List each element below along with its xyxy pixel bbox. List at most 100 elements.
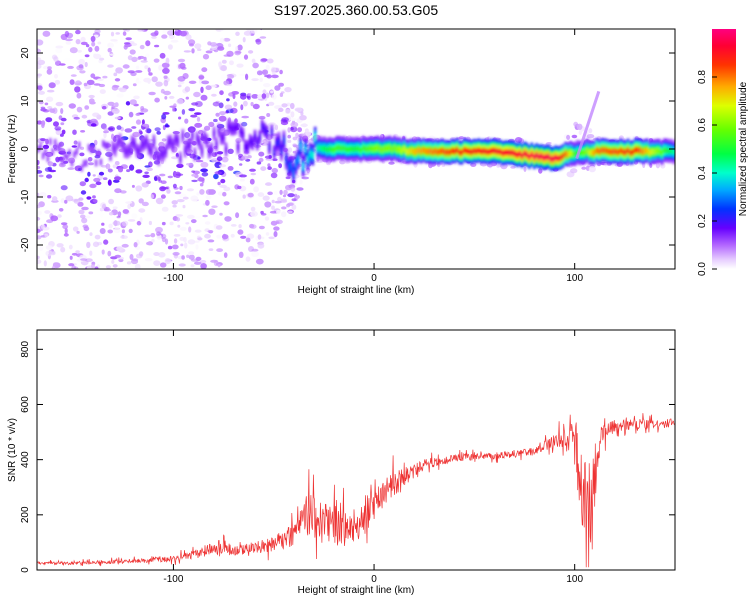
spectrogram-speckle-blob (102, 203, 106, 210)
spectrogram-speckle-blob (229, 60, 234, 66)
spectrogram-speckle-blob (101, 105, 107, 110)
spectrogram-speckle-blob (87, 171, 91, 177)
snr-background (37, 330, 675, 570)
spectrogram-speckle-blob (76, 106, 83, 113)
spectrogram-speckle-blob (194, 122, 203, 128)
spectrogram-speckle-blob (187, 239, 196, 245)
x-tick-label: -100 (163, 574, 183, 585)
spectrogram-speckle-blob (41, 120, 46, 126)
spectrogram-speckle-blob (290, 126, 294, 131)
spectrogram-speckle-blob (194, 112, 202, 115)
spectrogram-speckle-blob (201, 177, 205, 184)
spectrogram-speckle-blob (48, 82, 56, 89)
spectrogram-speckle-blob (103, 127, 109, 131)
spectrogram-speckle-blob (151, 238, 155, 243)
spectrogram-ridge-segment (530, 151, 534, 158)
spectrogram-speckle-blob (294, 108, 302, 111)
spectrogram-ridge-segment (342, 145, 346, 151)
colorbar-label: Normalized spectral amplitude (738, 81, 749, 216)
spectrogram-speckle-blob (251, 14, 256, 17)
spectrogram-speckle-blob (65, 38, 73, 42)
spectrogram-speckle-blob (216, 151, 224, 155)
spectrogram-ridge-segment (646, 147, 649, 154)
spectrogram-speckle-blob (107, 47, 112, 53)
colorbar-tick-label: 0.6 (697, 118, 708, 132)
spectrogram-ridge-segment (325, 147, 329, 153)
spectrogram-speckle-blob (566, 134, 571, 140)
spectrogram-speckle-blob (183, 236, 187, 243)
spectrogram-ridge-segment (431, 149, 435, 155)
spectrogram-speckle-blob (58, 63, 66, 66)
y-tick-label: 600 (20, 396, 31, 413)
spectrogram-speckle-blob (99, 228, 106, 234)
spectrogram-speckle-blob (114, 254, 122, 258)
spectrogram-x-axis: -100 0 100 (163, 29, 583, 284)
spectrogram-ridge-segment (241, 131, 245, 138)
spectrogram-speckle-blob (135, 65, 140, 70)
spectrogram-speckle-blob (208, 208, 216, 215)
spectrogram-speckle-blob (190, 264, 195, 268)
spectrogram-ridge-segment (631, 149, 635, 156)
spectrogram-speckle-blob (326, 161, 331, 166)
spectrogram-speckle-blob (132, 83, 137, 87)
spectrogram-speckle-blob (220, 65, 227, 72)
spectrogram-speckle-blob (76, 65, 84, 71)
spectrogram-speckle-blob (244, 24, 250, 29)
spectrogram-speckle-blob (278, 107, 284, 112)
spectrogram-speckle-blob (93, 177, 101, 183)
spectrogram-speckle-blob (63, 57, 71, 62)
spectrogram-speckle-blob (154, 30, 159, 36)
spectrogram-speckle-blob (223, 201, 230, 206)
spectrogram-speckle-blob (90, 73, 96, 78)
spectrogram-ridge-segment (135, 147, 139, 155)
spectrogram-ridge-segment (222, 134, 225, 141)
spectrogram-ridge-segment (533, 154, 536, 160)
spectrogram-ridge-segment (46, 155, 50, 163)
spectrogram-ridge-segment (626, 147, 630, 154)
spectrogram-speckle-blob (237, 229, 244, 235)
spectrogram-speckle-blob (171, 200, 178, 205)
spectrogram-speckle-blob (85, 215, 91, 219)
spectrogram-speckle-blob (265, 182, 272, 186)
spectrogram-speckle-blob (114, 102, 119, 108)
spectrogram-ridge-segment (234, 124, 237, 132)
spectrogram-speckle-blob (67, 167, 75, 171)
spectrogram-speckle-blob (179, 185, 183, 191)
spectrogram-speckle-blob (174, 29, 179, 32)
spectrogram-speckle-blob (58, 208, 64, 212)
spectrogram-speckle-blob (37, 85, 43, 91)
spectrogram-speckle-blob (126, 261, 132, 265)
spectrogram-speckle-blob (93, 34, 99, 38)
spectrogram-ridge-segment (340, 145, 343, 152)
spectrogram-speckle-blob (120, 235, 128, 240)
spectrogram-speckle-blob (185, 162, 194, 166)
spectrogram-speckle-blob (94, 45, 100, 52)
spectrogram-speckle-blob (195, 216, 201, 219)
spectrogram-speckle-blob (38, 174, 44, 178)
spectrogram-speckle-blob (88, 31, 92, 38)
spectrogram-ridge-segment (439, 148, 442, 155)
spectrogram-speckle-blob (148, 72, 153, 76)
snr-panel: -100 0 100 0 200 400 600 800 Height of straigh… (7, 329, 676, 596)
spectrogram-speckle-blob (180, 243, 184, 247)
spectrogram-ridge-segment (378, 146, 382, 152)
spectrogram-speckle-blob (195, 244, 199, 250)
spectrogram-ridge-segment (345, 146, 348, 153)
spectrogram-speckle-blob (236, 63, 244, 68)
spectrogram-speckle-blob (241, 115, 249, 119)
spectrogram-speckle-blob (271, 205, 275, 210)
spectrogram-speckle-blob (161, 194, 166, 198)
spectrogram-speckle-blob (264, 216, 270, 221)
spectrogram-speckle-blob (297, 127, 302, 133)
spectrogram-speckle-blob (171, 244, 179, 250)
spectrogram-speckle-blob (238, 251, 244, 258)
spectrogram-ridge-segment (629, 149, 632, 156)
spectrogram-speckle-blob (215, 112, 220, 117)
spectrogram-speckle-blob (195, 101, 203, 107)
spectrogram-ridge-segment (588, 149, 591, 156)
spectrogram-ridge-segment (92, 145, 95, 152)
spectrogram-speckle-blob (291, 198, 297, 202)
spectrogram-speckle-blob (299, 115, 307, 121)
spectrogram-ridge-segment (458, 149, 461, 156)
